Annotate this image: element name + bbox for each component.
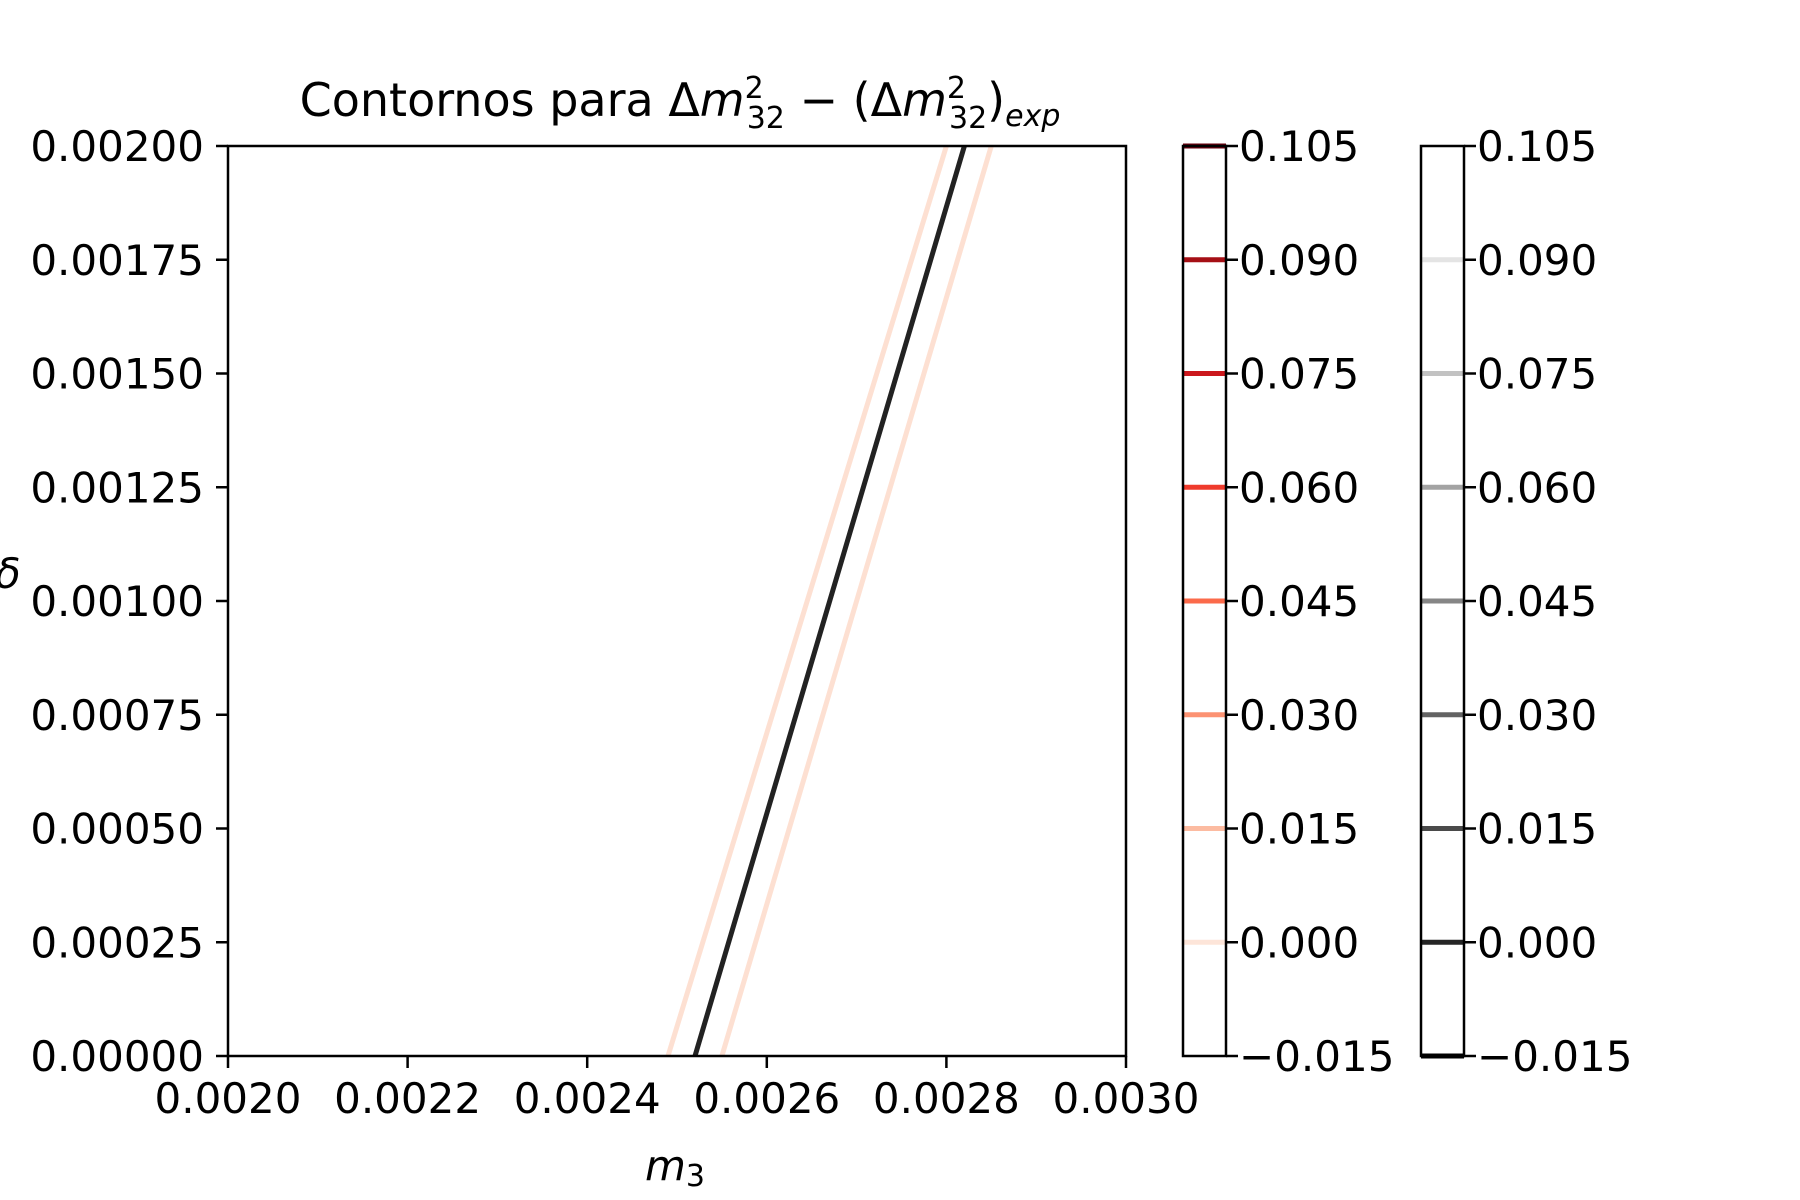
colorbar-tick-label: 0.090 [1477, 236, 1597, 285]
x-tick-label: 0.0020 [155, 1074, 302, 1123]
x-axis-label-sub: 3 [686, 1159, 705, 1194]
y-tick-label: 0.00150 [30, 350, 204, 399]
x-tick-label: 0.0026 [693, 1074, 840, 1123]
x-tick-label: 0.0030 [1053, 1074, 1200, 1123]
y-axis-label: δ [0, 549, 21, 598]
title-minus: − ( [785, 73, 871, 127]
x-axis-label-var: m [645, 1141, 686, 1190]
plot-frame [226, 144, 1128, 1058]
colorbar-tick-label: 0.030 [1239, 691, 1359, 740]
y-tick-label: 0.00125 [30, 463, 204, 512]
title-sup-a: 2 [745, 71, 764, 106]
y-tick-label: 0.00200 [30, 122, 204, 171]
contour-line-reds-1 [719, 145, 994, 1057]
colorbar-reds: −0.015 0.000 0.015 0.030 0.045 0.060 0.075 0.09… [1181, 122, 1394, 1081]
colorbar-tick-label: 0.105 [1477, 122, 1597, 171]
title-var-b: m [902, 73, 947, 127]
x-tick-label: 0.0022 [334, 1074, 481, 1123]
x-tick-label: 0.0024 [514, 1074, 661, 1123]
title-sub-exp: exp [1005, 99, 1060, 134]
title-prefix: Contornos para [300, 73, 669, 127]
y-tick-label: 0.00050 [30, 805, 204, 854]
colorbar-tick-label: 0.090 [1239, 236, 1359, 285]
colorbar-tick-label: 0.000 [1239, 918, 1359, 967]
colorbar-tick-label: 0.075 [1477, 350, 1597, 399]
colorbar-tick-label: 0.045 [1477, 577, 1597, 626]
colorbar-tick-label: 0.045 [1239, 577, 1359, 626]
chart-title: Contornos para Δm2 32 − (Δm2 32)exp [300, 71, 1061, 136]
colorbar-tick-label: 0.060 [1239, 463, 1359, 512]
title-sub-b: 32 [949, 101, 987, 136]
title-sup-b: 2 [947, 71, 966, 106]
contour-line-reds-0 [665, 145, 949, 1057]
colorbar-tick-label: 0.075 [1239, 350, 1359, 399]
colorbar-greys: −0.015 0.000 0.015 0.030 0.045 0.060 0.075 0.09… [1419, 122, 1632, 1081]
y-tick-label: 0.00000 [30, 1032, 204, 1081]
colorbar-tick-label: 0.060 [1477, 463, 1597, 512]
x-axis-ticks: 0.0020 0.0022 0.0024 0.0026 0.0028 0.0030 [155, 1056, 1200, 1123]
plot-area: 0.0020 0.0022 0.0024 0.0026 0.0028 0.0030 0.0… [30, 122, 1199, 1123]
title-var-a: m [700, 73, 745, 127]
title-sub-a: 32 [747, 101, 785, 136]
colorbar-tick-label: 0.000 [1477, 918, 1597, 967]
title-delta-a: Δ [668, 73, 700, 127]
colorbar-tick-label: 0.015 [1239, 805, 1359, 854]
title-close: ) [987, 73, 1005, 127]
y-tick-label: 0.00100 [30, 577, 204, 626]
colorbar-tick-label: −0.015 [1477, 1032, 1632, 1081]
contour-lines [665, 145, 994, 1057]
y-tick-label: 0.00175 [30, 236, 204, 285]
colorbar-tick-label: 0.105 [1239, 122, 1359, 171]
colorbar-tick-label: 0.015 [1477, 805, 1597, 854]
colorbar-tick-label: 0.030 [1477, 691, 1597, 740]
contour-line-greys-2 [692, 145, 967, 1057]
x-tick-label: 0.0028 [873, 1074, 1020, 1123]
x-axis-label: m3 [645, 1141, 705, 1194]
y-tick-label: 0.00075 [30, 691, 204, 740]
y-tick-label: 0.00025 [30, 918, 204, 967]
title-delta-b: Δ [871, 73, 903, 127]
colorbar-tick-label: −0.015 [1239, 1032, 1394, 1081]
y-axis-ticks: 0.00000 0.00025 0.00050 0.00075 0.00100 0.001… [30, 122, 228, 1081]
